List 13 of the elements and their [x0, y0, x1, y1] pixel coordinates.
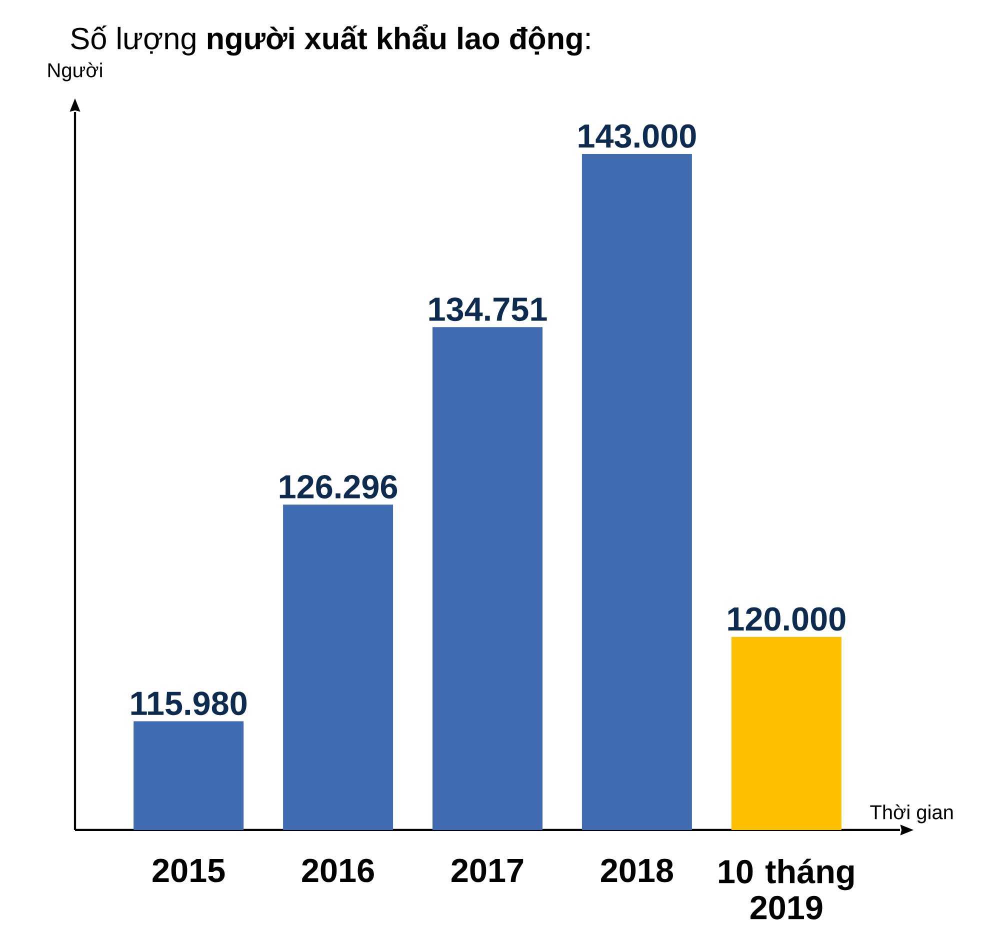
data-label: 115.980 [131, 692, 247, 716]
x-tick-label: 2018 [601, 858, 673, 882]
x-tick-label: 2016 [302, 858, 374, 882]
chart-title: Số lượng người xuất khẩu lao động: [71, 24, 590, 56]
data-label: 120.000 [728, 607, 846, 631]
y-axis-title: Người [48, 62, 102, 82]
data-label: 126.296 [280, 475, 398, 499]
data-label: 143.000 [578, 124, 696, 148]
x-tick-label: 2017 [452, 858, 524, 882]
data-label: 134.751 [429, 297, 547, 322]
x-axis-title: Thời gian [870, 804, 953, 824]
x-tick-label: 2015 [152, 858, 225, 882]
x-tick-label: 10 tháng 2019 [719, 858, 854, 920]
